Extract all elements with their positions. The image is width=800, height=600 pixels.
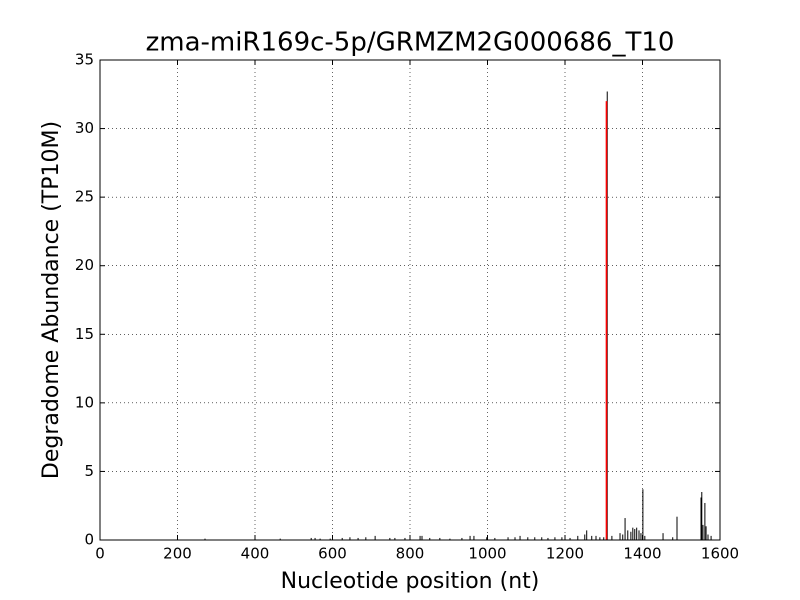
x-tick-label: 400 [241,545,270,563]
x-tick-label: 800 [396,545,425,563]
x-tick-label: 1000 [468,545,506,563]
x-tick-label: 1600 [701,545,739,563]
y-tick-label: 10 [75,393,94,411]
axes-frame [99,59,721,541]
x-axis-label: Nucleotide position (nt) [281,569,540,594]
x-tick-label: 600 [318,545,347,563]
x-tick-label: 1400 [623,545,661,563]
y-tick-label: 35 [75,51,94,69]
y-tick-label: 5 [84,462,94,480]
x-tick-label: 200 [163,545,192,563]
x-tick-label: 1200 [546,545,584,563]
chart-title: zma-miR169c-5p/GRMZM2G000686_T10 [146,28,675,58]
y-axis-label: Degradome Abundance (TP10M) [39,121,64,479]
x-tick-label: 0 [95,545,105,563]
y-tick-label: 15 [75,325,94,343]
y-tick-label: 0 [84,531,94,549]
y-tick-label: 30 [75,119,94,137]
y-tick-label: 25 [75,188,94,206]
y-tick-label: 20 [75,256,94,274]
